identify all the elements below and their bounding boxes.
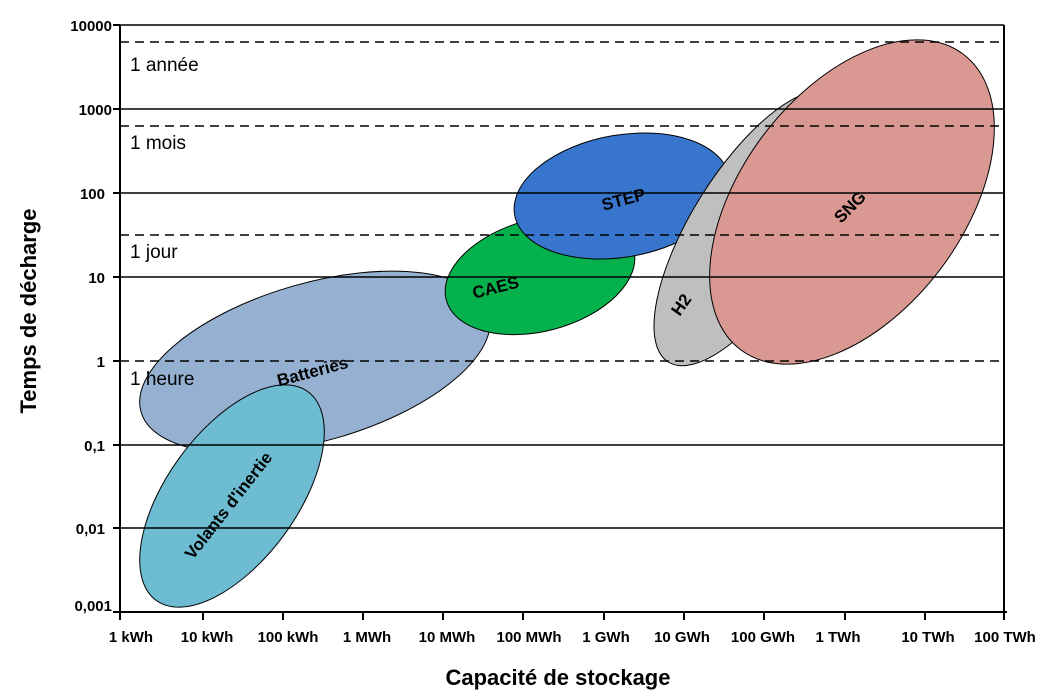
region-volants xyxy=(139,384,325,608)
y-tick-label: 100 xyxy=(80,186,105,203)
x-tick-label: 100 kWh xyxy=(258,629,319,646)
x-tick-labels: 1 kWh 10 kWh 100 kWh 1 MWh 10 MWh 100 MW… xyxy=(109,629,1036,646)
y-tick-label: 0,1 xyxy=(84,438,105,455)
reference-labels: 1 année 1 mois 1 jour 1 heure xyxy=(130,55,199,390)
reference-lines xyxy=(120,41,1004,362)
x-tick-label: 1 TWh xyxy=(816,629,861,646)
x-tick-label: 1 MWh xyxy=(343,629,391,646)
y-tick-label: 10 xyxy=(88,270,105,287)
x-tick-label: 100 TWh xyxy=(974,629,1036,646)
x-tick-label: 100 MWh xyxy=(496,629,561,646)
y-tick-marks xyxy=(113,24,120,613)
y-axis-title: Temps de décharge xyxy=(16,209,41,414)
ref-label-annee: 1 année xyxy=(130,55,199,76)
y-tick-label: 10000 xyxy=(70,18,112,35)
y-tick-label: 0,001 xyxy=(74,598,112,615)
x-tick-label: 10 MWh xyxy=(419,629,476,646)
ref-label-heure: 1 heure xyxy=(130,369,194,390)
x-tick-label: 1 GWh xyxy=(582,629,630,646)
x-axis-title: Capacité de stockage xyxy=(446,665,671,690)
y-tick-labels: 10000 1000 100 10 1 0,1 0,01 0,001 xyxy=(70,18,112,615)
grid xyxy=(120,24,1004,529)
y-tick-label: 0,01 xyxy=(76,521,105,538)
ref-label-jour: 1 jour xyxy=(130,242,178,263)
plot-frame xyxy=(119,25,1007,613)
x-tick-label: 1 kWh xyxy=(109,629,153,646)
x-tick-label: 10 GWh xyxy=(654,629,710,646)
y-tick-label: 1000 xyxy=(79,102,112,119)
regions xyxy=(139,39,995,608)
y-tick-label: 1 xyxy=(97,354,105,371)
x-tick-marks xyxy=(119,612,1005,620)
x-tick-label: 10 kWh xyxy=(181,629,234,646)
region-sng xyxy=(709,39,995,365)
ref-label-mois: 1 mois xyxy=(130,133,186,154)
x-tick-label: 10 TWh xyxy=(901,629,954,646)
x-tick-label: 100 GWh xyxy=(731,629,795,646)
